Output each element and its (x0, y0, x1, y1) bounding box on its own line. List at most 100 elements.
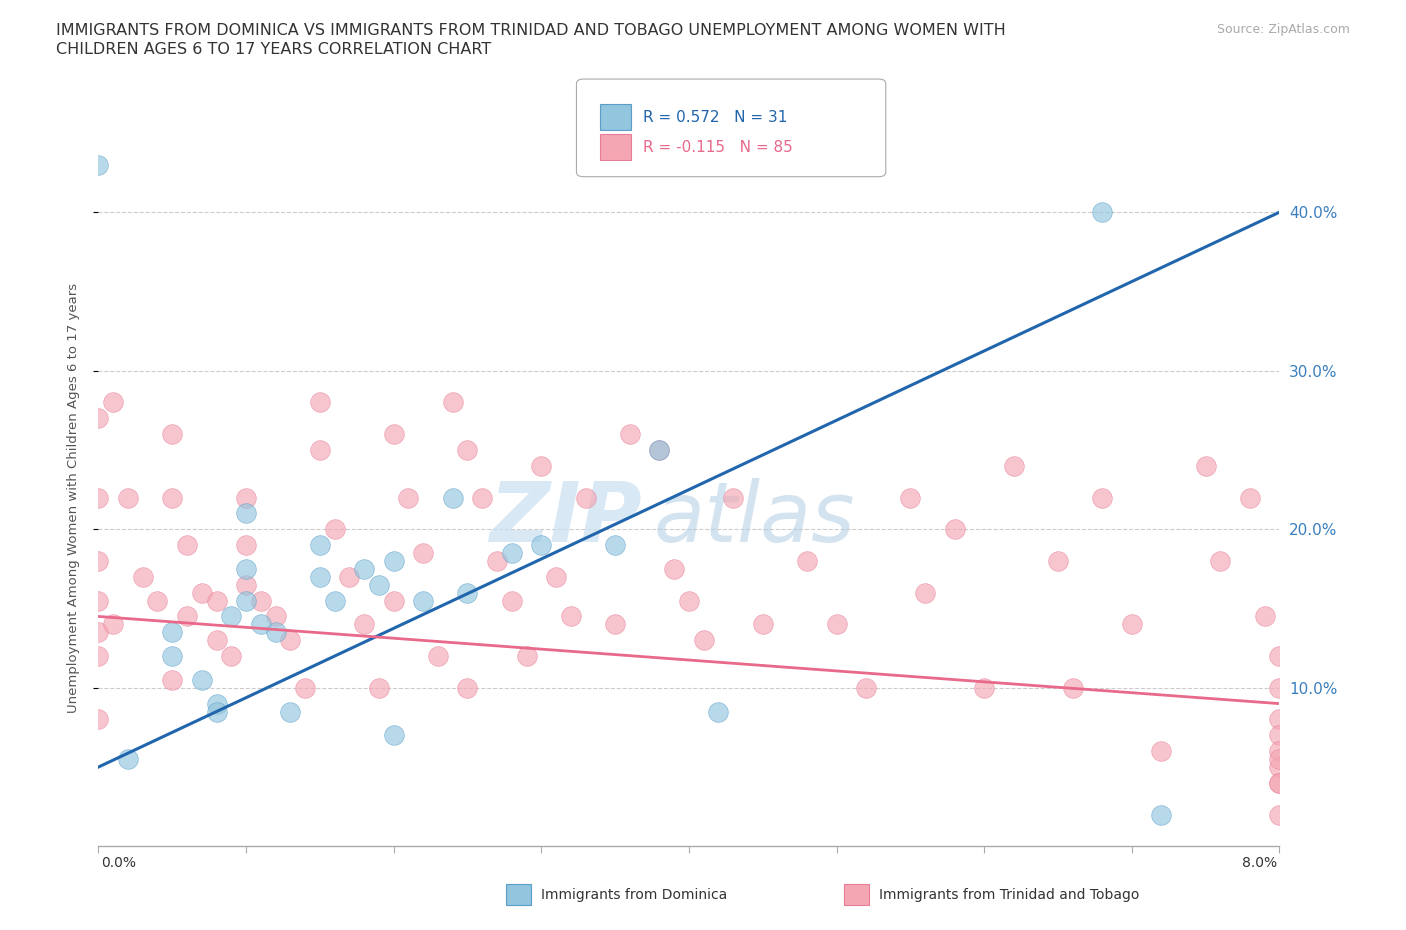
Point (530, 458, 553, 473)
Point (382, 593, 405, 608)
Text: R = -0.115   N = 85: R = -0.115 N = 85 (643, 140, 793, 154)
Point (264, 625, 287, 640)
Point (162, 490, 183, 505)
Point (1194, 458, 1216, 473)
Text: IMMIGRANTS FROM DOMINICA VS IMMIGRANTS FROM TRINIDAD AND TOBAGO UNEMPLOYMENT AMO: IMMIGRANTS FROM DOMINICA VS IMMIGRANTS F… (56, 23, 1005, 38)
Point (1254, 609, 1277, 624)
Point (1091, 205, 1114, 219)
Point (1268, 728, 1291, 743)
Point (235, 562, 257, 577)
Point (382, 553, 405, 568)
Point (103, 395, 125, 410)
Point (87, 490, 110, 505)
Point (323, 522, 346, 537)
Point (294, 681, 316, 696)
Point (796, 553, 818, 568)
Point (1268, 776, 1291, 790)
Point (1268, 744, 1291, 759)
Point (219, 648, 242, 663)
Point (278, 632, 302, 647)
Point (530, 538, 553, 552)
Point (1091, 490, 1114, 505)
Point (546, 569, 568, 584)
Text: 8.0%: 8.0% (1241, 856, 1277, 870)
Point (914, 585, 936, 600)
Point (367, 578, 389, 592)
Point (1268, 648, 1291, 663)
Point (191, 672, 214, 687)
Point (308, 443, 332, 458)
Point (278, 704, 302, 719)
Point (264, 609, 287, 624)
Point (1268, 751, 1291, 766)
Point (412, 593, 434, 608)
Point (664, 562, 686, 577)
Point (943, 522, 966, 537)
Point (162, 672, 183, 687)
Point (426, 648, 449, 663)
Text: Immigrants from Trinidad and Tobago: Immigrants from Trinidad and Tobago (879, 887, 1139, 902)
Point (250, 617, 273, 631)
Text: CHILDREN AGES 6 TO 17 YEARS CORRELATION CHART: CHILDREN AGES 6 TO 17 YEARS CORRELATION … (56, 42, 492, 57)
Point (162, 625, 183, 640)
Point (353, 562, 375, 577)
Point (205, 632, 228, 647)
Point (323, 593, 346, 608)
Point (441, 490, 464, 505)
Point (132, 569, 155, 584)
Point (485, 553, 508, 568)
Point (1150, 744, 1173, 759)
Point (648, 443, 671, 458)
Point (1150, 807, 1173, 822)
Point (1268, 712, 1291, 727)
Text: ZIP: ZIP (489, 478, 641, 559)
Point (855, 681, 877, 696)
Text: R = 0.572   N = 31: R = 0.572 N = 31 (643, 110, 787, 125)
Point (1268, 776, 1291, 790)
Point (973, 681, 995, 696)
Point (308, 569, 332, 584)
Point (162, 648, 183, 663)
Point (396, 490, 419, 505)
Point (693, 632, 716, 647)
Point (205, 593, 228, 608)
Point (605, 538, 627, 552)
Point (1209, 553, 1232, 568)
Point (678, 593, 700, 608)
Y-axis label: Unemployment Among Women with Children Ages 6 to 17 years: Unemployment Among Women with Children A… (67, 283, 80, 712)
Point (560, 609, 582, 624)
Point (87, 593, 110, 608)
Point (117, 490, 139, 505)
Point (235, 538, 257, 552)
Point (117, 751, 139, 766)
Point (501, 593, 523, 608)
Point (1046, 553, 1069, 568)
Point (471, 490, 494, 505)
Point (87, 648, 110, 663)
Point (337, 569, 360, 584)
Text: Source: ZipAtlas.com: Source: ZipAtlas.com (1216, 23, 1350, 36)
Point (205, 697, 228, 711)
Point (721, 490, 744, 505)
Point (382, 427, 405, 442)
Point (501, 546, 523, 561)
Point (515, 648, 537, 663)
Text: Immigrants from Dominica: Immigrants from Dominica (541, 887, 727, 902)
Point (162, 427, 183, 442)
Point (1121, 617, 1143, 631)
Point (235, 490, 257, 505)
Point (87, 712, 110, 727)
Point (1268, 760, 1291, 775)
Point (900, 490, 922, 505)
Point (176, 538, 198, 552)
Point (353, 617, 375, 631)
Text: atlas: atlas (654, 478, 855, 559)
Point (87, 625, 110, 640)
Point (456, 585, 478, 600)
Point (751, 617, 773, 631)
Point (1239, 490, 1261, 505)
Point (1268, 681, 1291, 696)
Point (103, 617, 125, 631)
Point (648, 443, 671, 458)
Point (235, 578, 257, 592)
